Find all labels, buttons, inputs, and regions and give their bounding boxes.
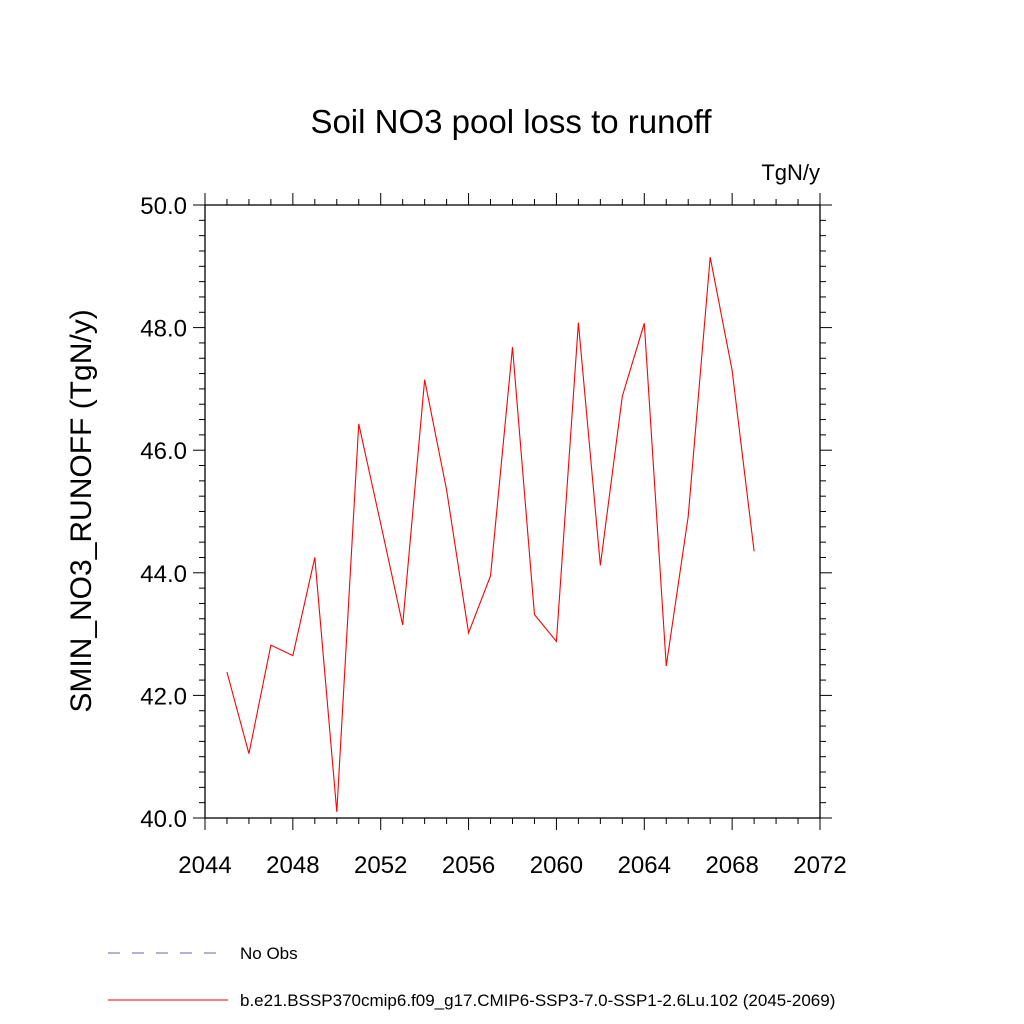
- series-line-1: [226, 257, 755, 812]
- y-tick-label: 42.0: [140, 683, 187, 710]
- x-tick-label: 2044: [178, 852, 231, 879]
- y-tick-label: 50.0: [140, 193, 187, 220]
- x-tick-label: 2056: [442, 852, 495, 879]
- x-tick-label: 2052: [354, 852, 407, 879]
- x-tick-label: 2072: [793, 852, 846, 879]
- y-tick-label: 48.0: [140, 316, 187, 343]
- tick-marks: [193, 193, 832, 830]
- tick-labels: 2044 2048 2052 2056 2060 2064 2068 2072 40.0 42.0…: [140, 193, 846, 879]
- units-label: TgN/y: [761, 160, 820, 185]
- chart-title: Soil NO3 pool loss to runoff: [310, 103, 712, 140]
- y-tick-label: 46.0: [140, 438, 187, 465]
- plot-border: [204, 204, 821, 819]
- x-tick-label: 2068: [705, 852, 758, 879]
- series-lines: [226, 257, 755, 812]
- x-tick-label: 2048: [266, 852, 319, 879]
- y-axis-label: SMIN_NO3_RUNOFF (TgN/y): [65, 309, 98, 712]
- legend-label-run: b.e21.BSSP370cmip6.f09_g17.CMIP6-SSP3-7.…: [240, 991, 835, 1010]
- y-tick-label: 44.0: [140, 561, 187, 588]
- x-tick-label: 2060: [530, 852, 583, 879]
- legend-label-no-obs: No Obs: [240, 944, 298, 963]
- legend: No Obs b.e21.BSSP370cmip6.f09_g17.CMIP6-…: [108, 944, 835, 1010]
- plot-frame: [204, 204, 821, 819]
- x-tick-label: 2064: [618, 852, 671, 879]
- y-tick-label: 40.0: [140, 806, 187, 833]
